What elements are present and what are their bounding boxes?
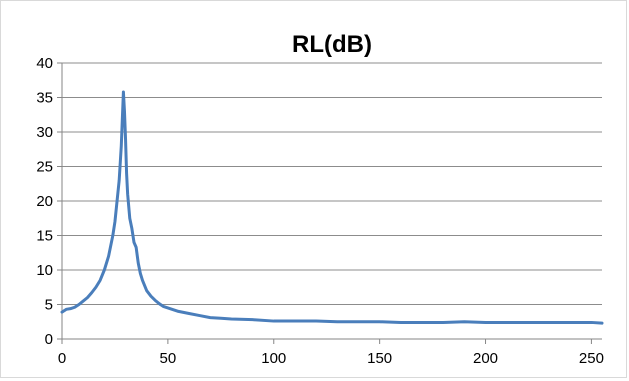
gridlines (62, 62, 602, 305)
y-axis-tick-labels: 0 5 10 15 20 25 30 35 40 (36, 55, 53, 348)
x-tick-label: 0 (58, 350, 66, 367)
x-tick-label: 150 (367, 350, 392, 367)
series-line (60, 90, 604, 325)
y-tick-label: 20 (36, 193, 53, 210)
chart-title: RL(dB) (292, 31, 372, 58)
y-tick-label: 0 (45, 331, 53, 348)
x-tick-label: 50 (160, 350, 177, 367)
y-tick-label: 25 (36, 159, 53, 176)
x-tick-label: 250 (579, 350, 604, 367)
series-layer (60, 90, 604, 325)
x-tick-label: 100 (261, 350, 286, 367)
x-tick-label: 200 (473, 350, 498, 367)
y-tick-label: 30 (36, 124, 53, 141)
y-tick-label: 15 (36, 228, 53, 245)
y-tick-label: 35 (36, 90, 53, 107)
y-tick-label: 5 (45, 297, 53, 314)
axes (57, 62, 602, 344)
y-tick-label: 40 (36, 55, 53, 72)
x-axis-tick-labels: 0 50 100 150 200 250 (58, 350, 604, 367)
y-tick-label: 10 (36, 262, 53, 279)
